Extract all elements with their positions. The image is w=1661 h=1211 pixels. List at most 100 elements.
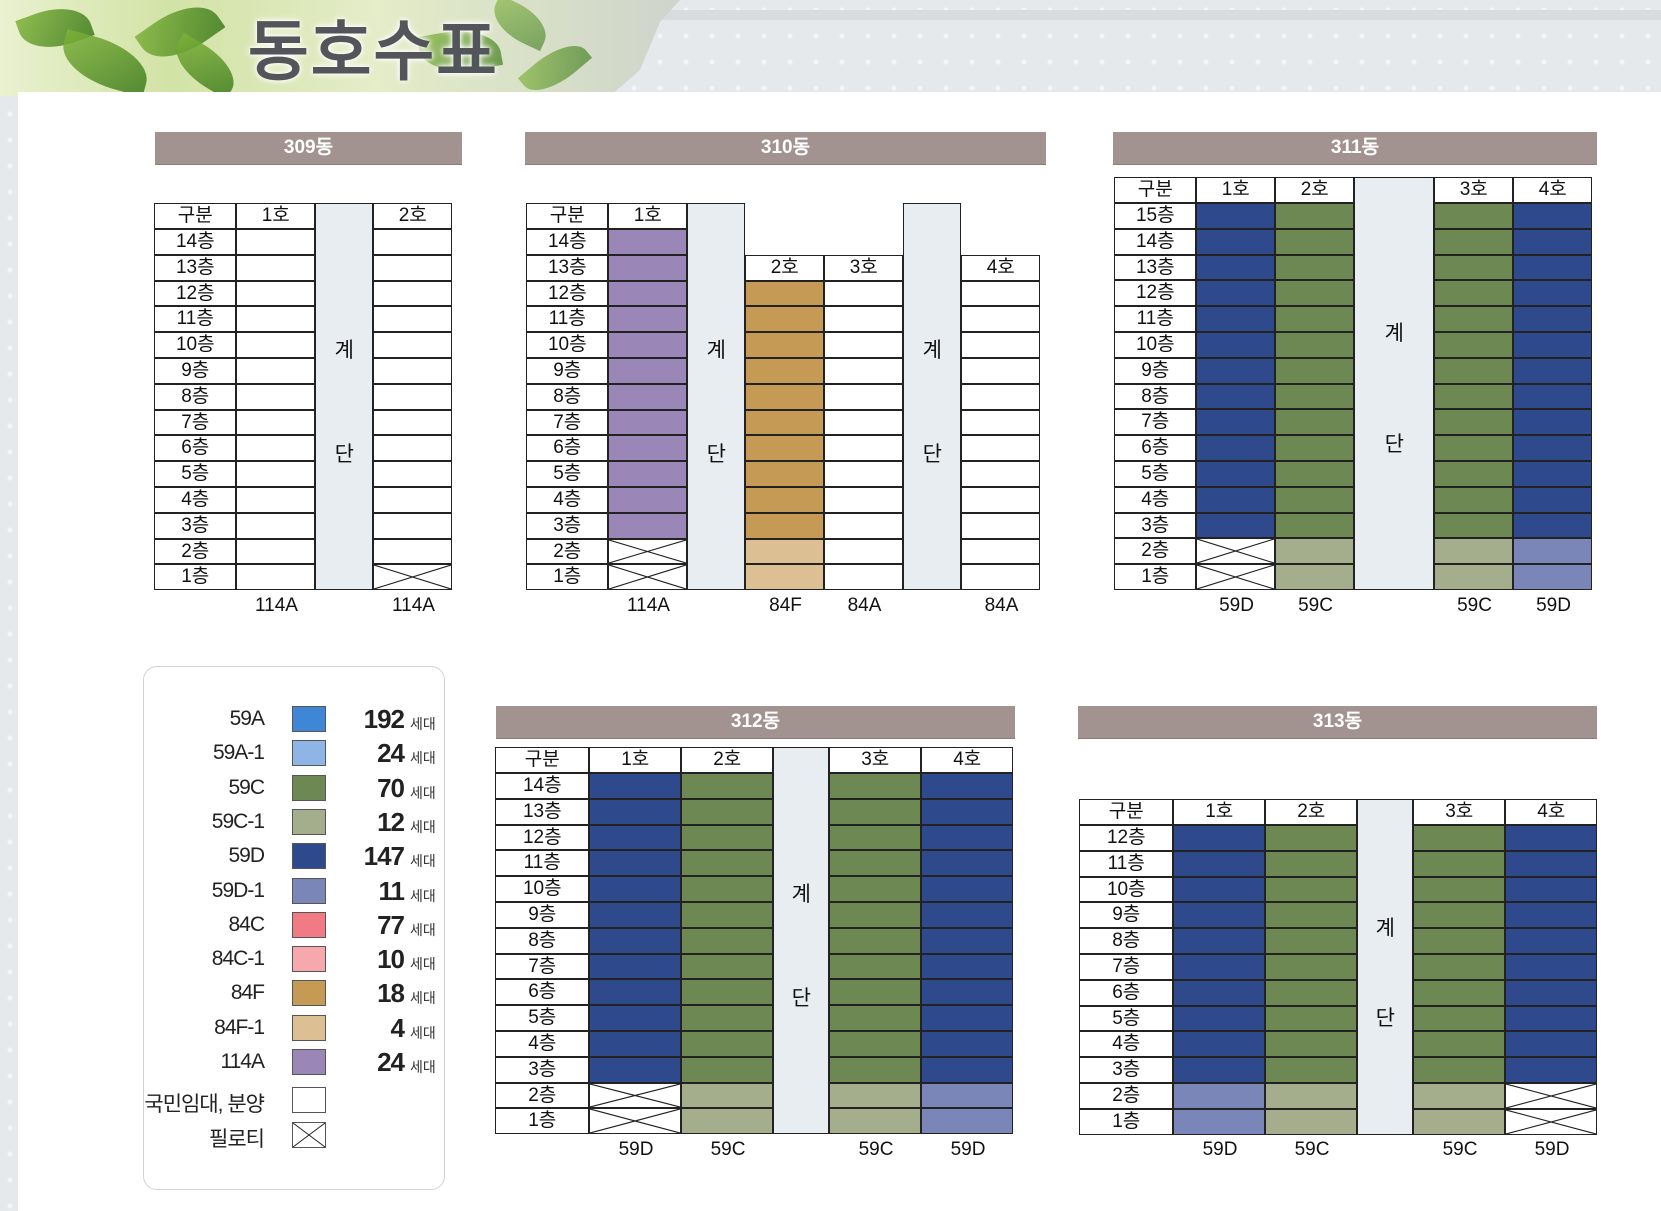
legend-swatch: [292, 774, 326, 801]
unit-cell: [1413, 876, 1506, 903]
unit-cell: [961, 409, 1041, 436]
unit-cell: [1173, 850, 1266, 877]
unit-cell: [373, 512, 453, 539]
unit-cell: [1434, 357, 1514, 384]
unit-cell: [1275, 512, 1355, 539]
unit-cell: [589, 850, 682, 877]
unit-cell: [1196, 228, 1276, 255]
floor-label: 14층: [154, 229, 237, 255]
floor-label: 10층: [495, 876, 590, 903]
unit-cell: [681, 876, 774, 903]
floor-label: 10층: [154, 332, 237, 359]
unit-cell: [1513, 461, 1593, 487]
unit-cell: [373, 358, 453, 384]
unit-cell: [1413, 979, 1506, 1006]
legend-item: 84C 77 세대: [144, 909, 444, 940]
unit-cell: [824, 461, 904, 488]
unit-cell: [373, 461, 453, 488]
unit-cell: [1275, 486, 1355, 513]
unit-cell: [589, 927, 682, 954]
floor-label: 11층: [526, 306, 609, 333]
building-header: 311동: [1113, 132, 1597, 164]
legend-unit: 세대: [410, 1059, 436, 1075]
floor-label: 3층: [495, 1056, 590, 1083]
unit-cell: [1173, 954, 1266, 980]
unit-header: 1호: [236, 203, 316, 230]
unit-cell: [608, 332, 688, 359]
unit-cell: [1434, 280, 1514, 307]
unit-cell: [589, 953, 682, 980]
unit-cell: [829, 953, 922, 980]
unit-cell: [1413, 928, 1506, 955]
unit-cell: [236, 229, 316, 255]
unit-type-label: 84F: [769, 595, 802, 616]
unit-cell: [921, 1031, 1014, 1057]
unit-cell: [745, 564, 825, 591]
building-header: 310동: [525, 132, 1046, 164]
legend-item: 59C-1 12 세대: [144, 806, 444, 837]
unit-cell: [921, 798, 1014, 825]
floor-label: 8층: [495, 927, 590, 954]
floor-label: 2층: [154, 538, 237, 565]
unit-header: 1호: [589, 747, 682, 774]
pilotis-cell: [373, 564, 453, 591]
unit-cell: [961, 512, 1041, 539]
unit-cell: [1513, 332, 1593, 358]
unit-cell: [1173, 1083, 1266, 1109]
unit-cell: [1173, 928, 1266, 955]
unit-cell: [1434, 228, 1514, 255]
unit-cell: [829, 773, 922, 799]
unit-cell: [1173, 825, 1266, 851]
unit-cell: [236, 487, 316, 513]
unit-cell: [1505, 876, 1598, 903]
unit-cell: [1196, 357, 1276, 384]
unit-cell: [236, 254, 316, 281]
floor-label: 10층: [1079, 876, 1174, 903]
legend-count: 70: [377, 772, 405, 803]
unit-cell: [373, 229, 453, 255]
legend-unit: 세대: [410, 956, 436, 973]
floor-label: 12층: [1114, 280, 1197, 307]
stair-text: 계: [791, 882, 811, 906]
unit-cell: [236, 409, 316, 436]
floor-label: 9층: [526, 358, 609, 384]
unit-cell: [681, 850, 774, 877]
legend-swatch: [292, 808, 326, 835]
unit-cell: [373, 409, 453, 436]
unit-cell: [1265, 1005, 1358, 1032]
legend-code: 59C: [228, 775, 265, 799]
unit-cell: [589, 824, 682, 851]
floor-label: 13층: [1114, 254, 1197, 281]
unit-cell: [1413, 825, 1506, 851]
legend-unit: 세대: [410, 887, 436, 904]
unit-cell: [1505, 954, 1598, 980]
unit-cell: [236, 306, 316, 333]
unit-cell: [1275, 357, 1355, 384]
leaf-decoration: [165, 32, 245, 96]
unit-cell: [745, 358, 825, 384]
unit-cell: [1505, 1005, 1598, 1032]
unit-cell: [1513, 254, 1593, 281]
unit-cell: [608, 358, 688, 384]
pilotis-cell: [589, 1108, 682, 1135]
stair-text: 단: [706, 443, 726, 467]
unit-cell: [1173, 1005, 1266, 1032]
unit-type-label: 59D: [1202, 1139, 1238, 1161]
unit-cell: [1513, 228, 1593, 255]
stair-text: 단: [1384, 433, 1404, 457]
title-banner: 동호수표: [0, 0, 680, 96]
unit-header: 2호: [681, 747, 774, 774]
unit-cell: [745, 538, 825, 565]
floor-label: 7층: [1114, 409, 1197, 436]
legend-code: 114A: [220, 1050, 266, 1073]
unit-cell: [373, 538, 453, 565]
unit-cell: [921, 824, 1014, 851]
unit-cell: [681, 902, 774, 928]
unit-cell: [1275, 280, 1355, 307]
legend-unit: 세대: [410, 853, 436, 870]
unit-cell: [236, 512, 316, 539]
